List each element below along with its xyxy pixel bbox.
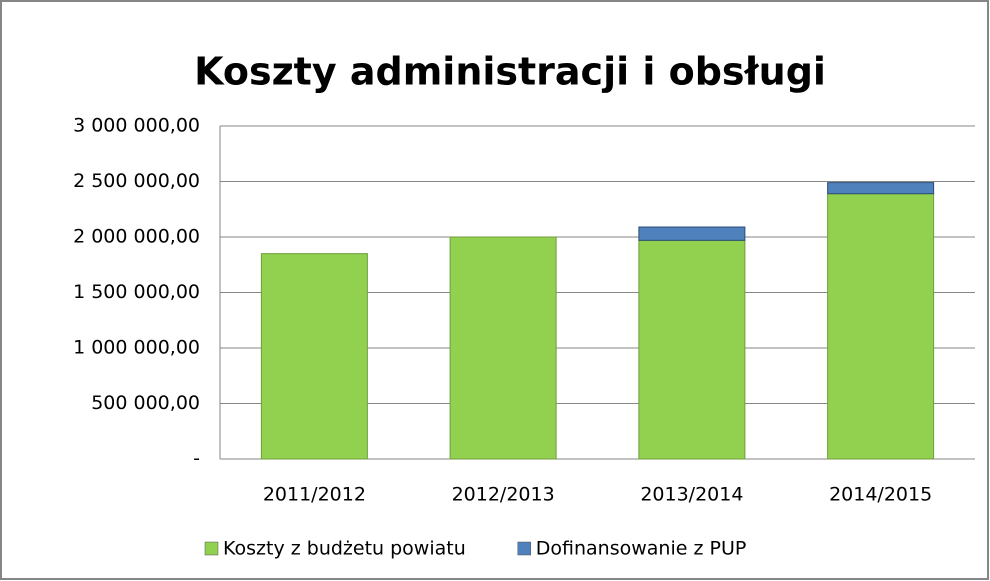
bar-segment — [827, 193, 935, 460]
legend-swatch — [517, 541, 532, 556]
bar-segment — [260, 253, 368, 460]
y-tick-label: 1 000 000,00 — [73, 337, 200, 359]
x-tick-label: 2011/2012 — [263, 484, 366, 506]
x-tick-label: 2012/2013 — [452, 484, 555, 506]
legend-label: Koszty z budżetu powiatu — [223, 538, 466, 560]
y-tick-label: 2 500 000,00 — [73, 170, 200, 192]
bar-segment — [638, 226, 746, 241]
legend-swatch — [204, 541, 219, 556]
y-tick-label: 1 500 000,00 — [73, 281, 200, 303]
bar-segment — [638, 239, 746, 460]
y-tick-label: 2 000 000,00 — [73, 226, 200, 248]
y-tick-label: 500 000,00 — [91, 392, 200, 414]
legend-label: Dofinansowanie z PUP — [536, 538, 747, 560]
bar-segment — [827, 182, 935, 195]
y-tick-label: 3 000 000,00 — [73, 115, 200, 137]
chart-title: Koszty administracji i obsługi — [194, 50, 826, 94]
bar-segment — [449, 236, 557, 460]
x-tick-label: 2014/2015 — [829, 484, 932, 506]
x-tick-label: 2013/2014 — [640, 484, 743, 506]
y-tick-label: - — [193, 448, 200, 470]
